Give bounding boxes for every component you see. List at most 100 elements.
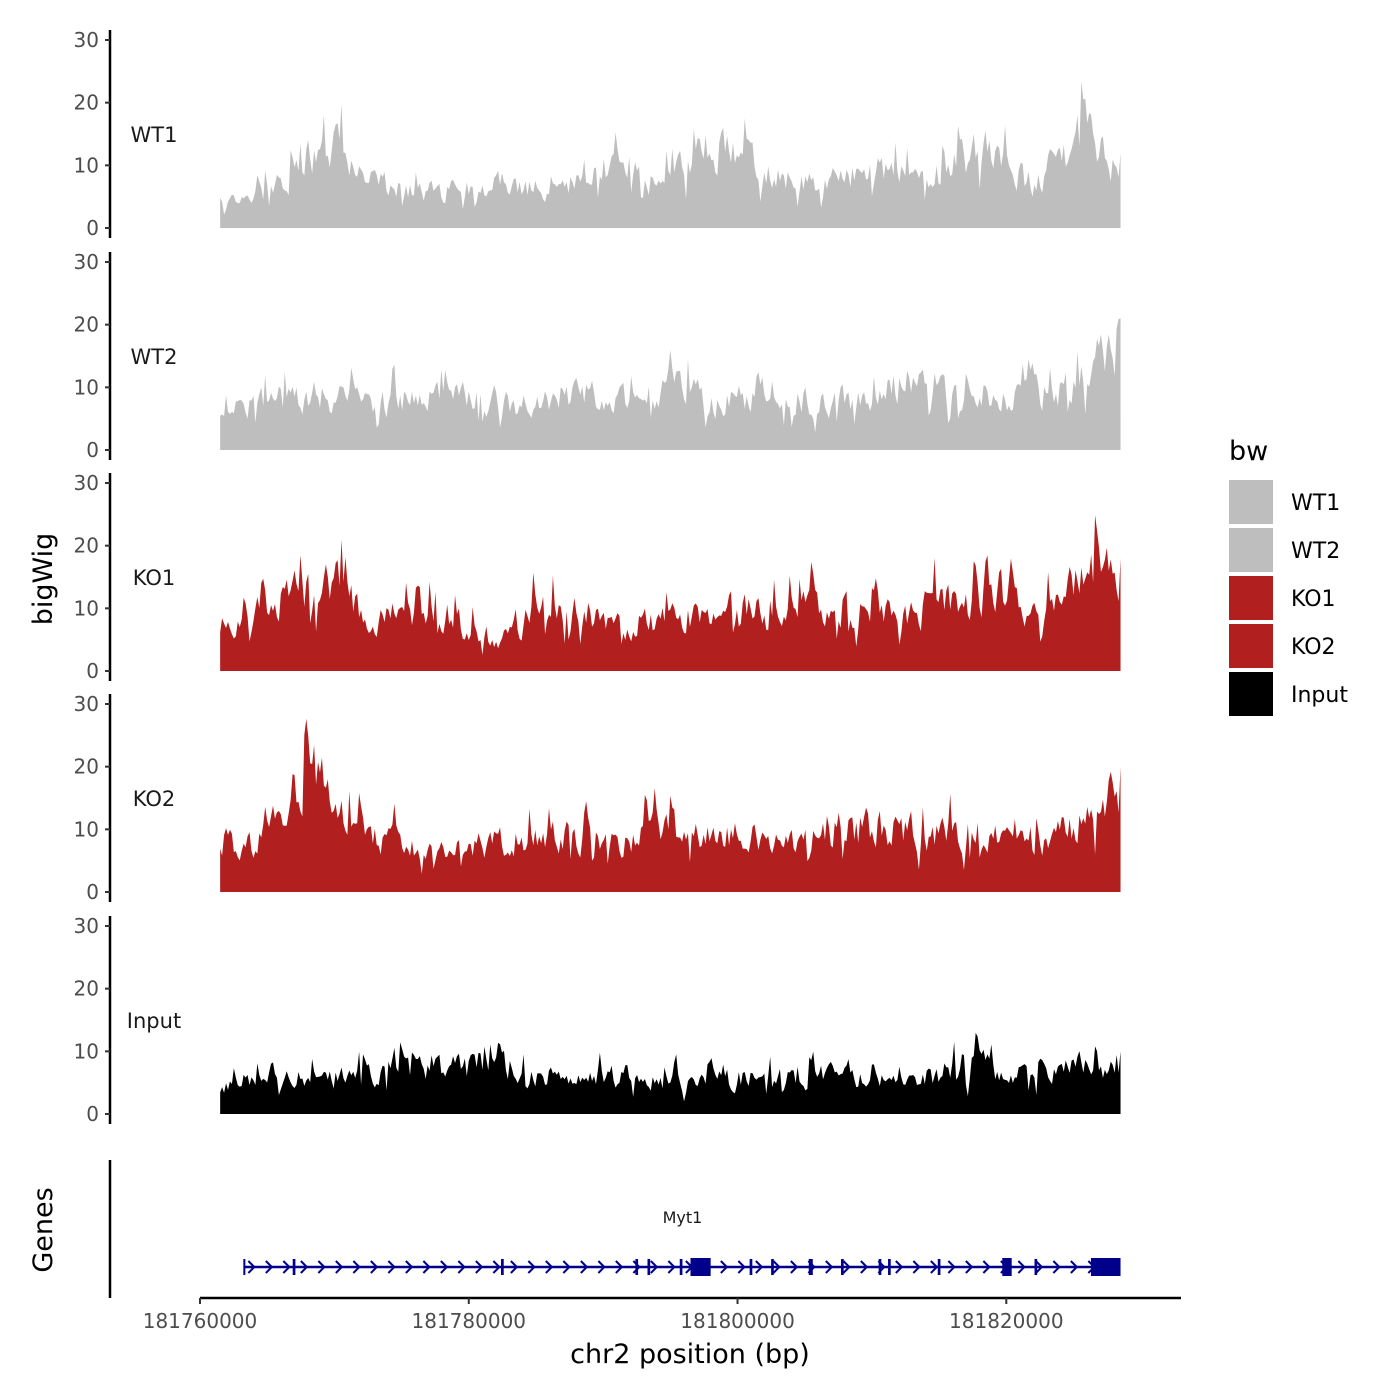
track-label: WT1: [131, 123, 178, 147]
gene-exon: [749, 1259, 753, 1275]
strand-arrow: [492, 1260, 501, 1274]
strand-arrow: [317, 1260, 326, 1274]
gene-exon: [1002, 1258, 1012, 1276]
gene-exon: [878, 1259, 882, 1275]
strand-arrow: [667, 1260, 676, 1274]
signal-area-input: [220, 1032, 1121, 1114]
x-tick-label: 181780000: [412, 1309, 527, 1333]
strand-arrow: [615, 1260, 624, 1274]
x-tick-label: 181760000: [143, 1309, 258, 1333]
gene-exon: [292, 1259, 296, 1275]
y-tick-label: 10: [74, 817, 99, 841]
strand-arrow: [510, 1260, 519, 1274]
track-ko2: 0 10 20 30 KO2: [74, 692, 1121, 904]
genes-axis-title: Genes: [28, 1187, 59, 1272]
legend-label-input: Input: [1291, 683, 1348, 708]
track-wt1: 0 10 20 30 WT1: [74, 28, 1121, 240]
strand-arrow: [930, 1260, 939, 1274]
gene-exon: [1090, 1258, 1121, 1276]
track-label: WT2: [131, 345, 178, 369]
strand-arrow: [475, 1260, 484, 1274]
y-tick-label: 20: [74, 755, 99, 779]
y-tick-label: 0: [86, 1102, 99, 1126]
strand-arrow: [860, 1260, 869, 1274]
strand-arrow: [772, 1260, 781, 1274]
y-tick-label: 10: [74, 596, 99, 620]
gene-exon: [1034, 1259, 1038, 1275]
legend-swatch-wt1: [1229, 480, 1273, 524]
strand-arrow: [352, 1260, 361, 1274]
gene-exon: [808, 1259, 813, 1275]
legend-label-ko1: KO1: [1291, 587, 1336, 612]
strand-arrow: [947, 1260, 956, 1274]
legend-swatch-ko2: [1229, 624, 1273, 668]
track-label: KO1: [133, 566, 176, 590]
gene-exon: [841, 1259, 844, 1275]
legend-swatch-input: [1229, 672, 1273, 716]
legend-label-wt2: WT2: [1291, 539, 1340, 564]
track-input: 0 10 20 30 Input: [74, 914, 1121, 1126]
strand-arrow: [562, 1260, 571, 1274]
strand-arrow: [737, 1260, 746, 1274]
signal-area-wt1: [220, 81, 1121, 229]
strand-arrow: [982, 1260, 991, 1274]
gene-exon: [647, 1259, 651, 1275]
signal-area-ko2: [220, 718, 1121, 892]
strand-arrow: [457, 1260, 466, 1274]
strand-arrow: [265, 1260, 274, 1274]
strand-arrow: [300, 1260, 309, 1274]
track-label: Input: [127, 1009, 181, 1033]
signal-area-ko1: [220, 515, 1121, 671]
strand-arrow: [650, 1260, 659, 1274]
y-tick-label: 0: [86, 880, 99, 904]
strand-arrow: [527, 1260, 536, 1274]
x-tick-label: 181820000: [949, 1309, 1064, 1333]
strand-arrow: [1052, 1260, 1061, 1274]
strand-arrow: [912, 1260, 921, 1274]
strand-arrow: [545, 1260, 554, 1274]
track-ko1: 0 10 20 30 KO1: [74, 471, 1121, 683]
strand-arrow: [370, 1260, 379, 1274]
legend-swatch-wt2: [1229, 528, 1273, 572]
y-tick-label: 20: [74, 977, 99, 1001]
legend-title: bw: [1229, 436, 1268, 467]
strand-arrow: [422, 1260, 431, 1274]
signal-tracks: 0 10 20 30 WT1 0 10 20 30 WT2 0 10 20 30 KO1 0 10 20 30 KO2…: [74, 28, 1121, 1126]
strand-arrow: [1017, 1260, 1026, 1274]
strand-arrow: [842, 1260, 851, 1274]
y-tick-label: 0: [86, 659, 99, 683]
strand-arrow: [1070, 1260, 1079, 1274]
y-tick-label: 10: [74, 153, 99, 177]
y-tick-label: 10: [74, 1039, 99, 1063]
gene-exon: [771, 1259, 774, 1275]
strand-arrow: [1035, 1260, 1044, 1274]
strand-arrow: [632, 1260, 641, 1274]
y-axis-title: bigWig: [28, 533, 59, 626]
legend-label-ko2: KO2: [1291, 635, 1336, 660]
gene-exon: [690, 1258, 711, 1276]
strand-arrow: [895, 1260, 904, 1274]
strand-arrow: [755, 1260, 764, 1274]
legend: bw WT1 WT2 KO1 KO2 Input: [1229, 436, 1348, 716]
y-tick-label: 0: [86, 216, 99, 240]
gene-exon: [501, 1259, 504, 1275]
legend-label-wt1: WT1: [1291, 491, 1340, 516]
y-tick-label: 30: [74, 914, 99, 938]
y-tick-label: 30: [74, 692, 99, 716]
y-tick-label: 10: [74, 375, 99, 399]
y-tick-label: 20: [74, 313, 99, 337]
strand-arrow: [282, 1260, 291, 1274]
y-tick-label: 30: [74, 28, 99, 52]
strand-arrow: [790, 1260, 799, 1274]
strand-arrow: [825, 1260, 834, 1274]
signal-area-wt2: [220, 318, 1121, 450]
y-tick-label: 30: [74, 471, 99, 495]
strand-arrow: [965, 1260, 974, 1274]
y-tick-label: 20: [74, 534, 99, 558]
y-tick-label: 30: [74, 250, 99, 274]
gene-exon: [937, 1259, 941, 1275]
x-axis-title: chr2 position (bp): [570, 1339, 810, 1370]
strand-arrow: [387, 1260, 396, 1274]
strand-arrow: [440, 1260, 449, 1274]
